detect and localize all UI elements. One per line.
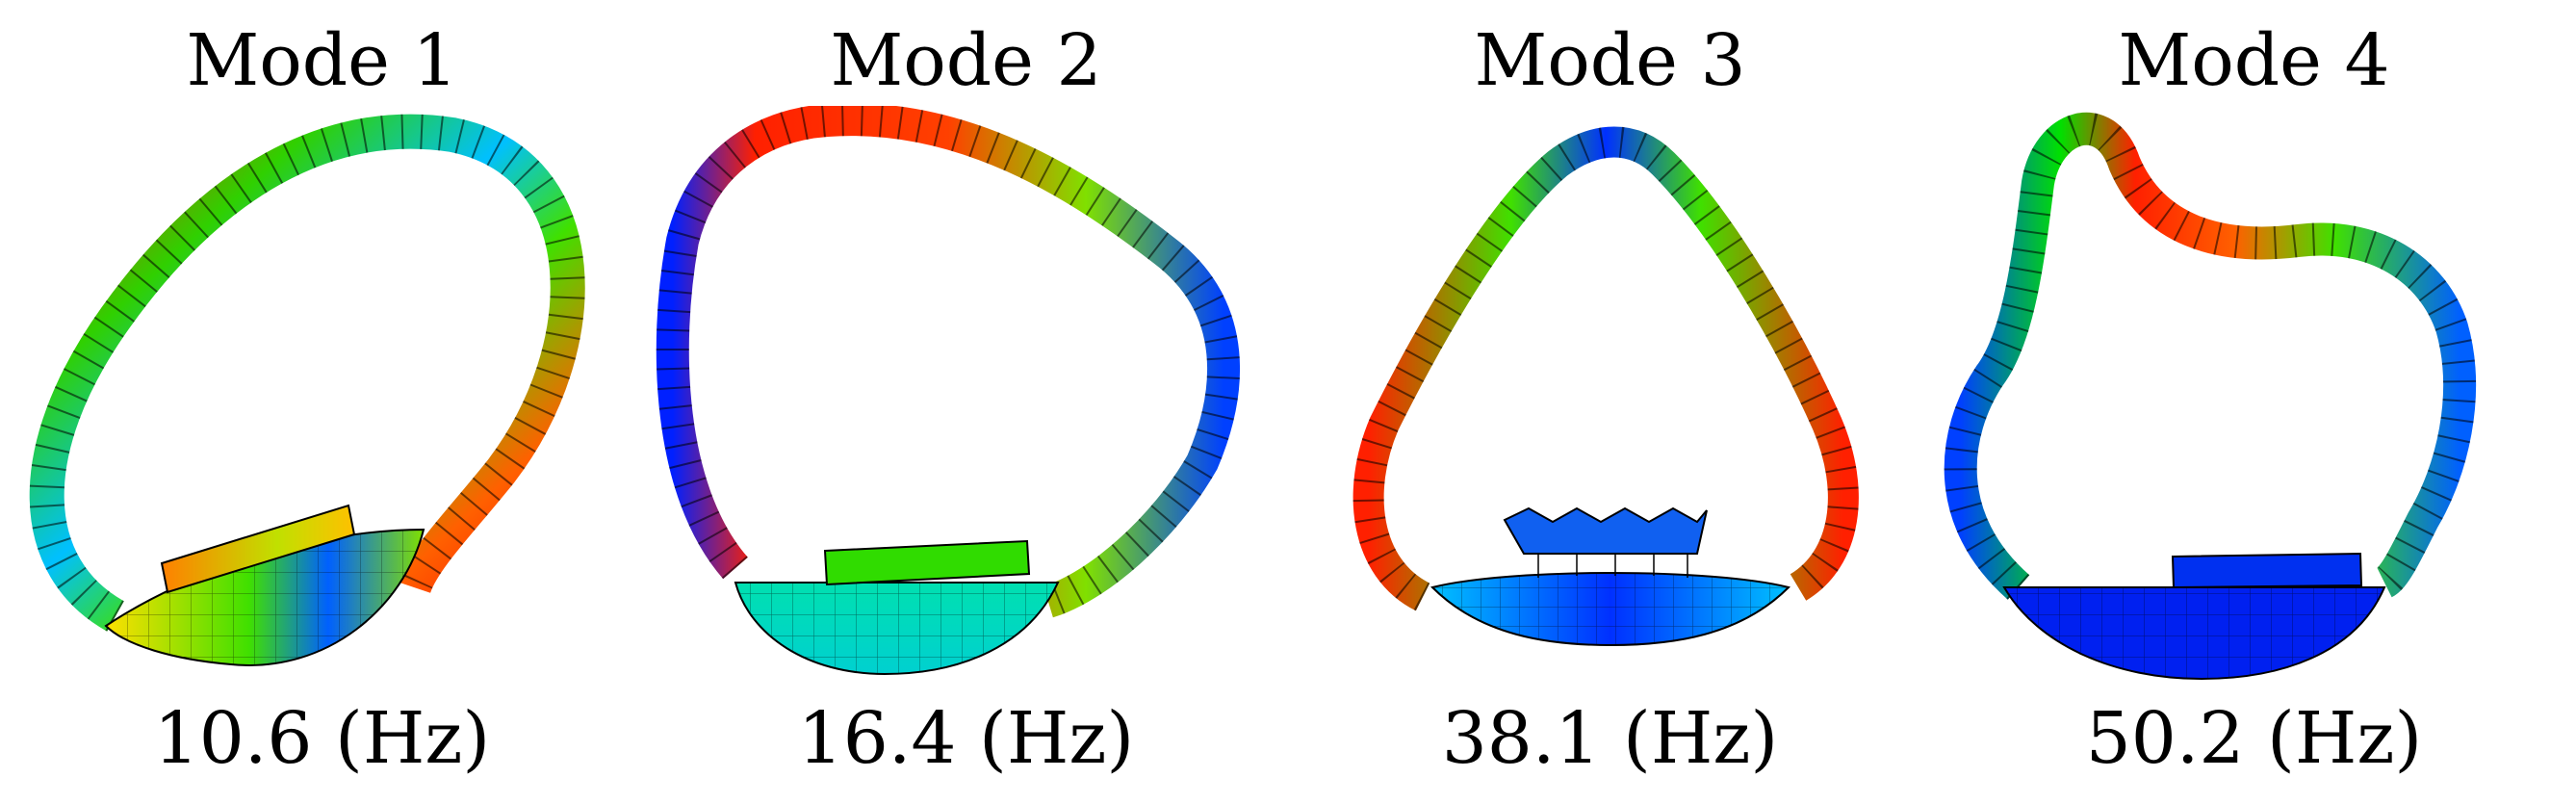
mode-4-shape	[1944, 112, 2477, 681]
mode-1-title: Mode 1	[186, 19, 458, 102]
mode-1-panel: Mode 1	[0, 0, 644, 804]
mode-4-support-mesh	[2004, 587, 2384, 679]
mode-2-shape	[656, 106, 1240, 676]
mode-2-frequency: 16.4 (Hz)	[797, 697, 1135, 780]
mode-1-ring	[29, 114, 585, 632]
mode-4-ring	[1944, 112, 2477, 600]
mode-3-support-mesh	[1432, 573, 1789, 645]
mode-2-block	[823, 539, 1031, 586]
mode-4-title: Mode 4	[2118, 19, 2390, 102]
mode-2-title: Mode 2	[830, 19, 1102, 102]
mode-4-block	[2171, 552, 2363, 589]
mode-3-springs	[1537, 554, 1688, 578]
mode-3-block	[1503, 506, 1708, 555]
mode-3-title: Mode 3	[1474, 19, 1746, 102]
mode-1-shape	[29, 114, 585, 666]
mode-3-shape	[1352, 126, 1859, 647]
mode-3-panel: Mode 3	[1288, 0, 1932, 804]
mode-4-panel: Mode 4 50.2 (Hz)	[1932, 0, 2576, 804]
mode-4-frequency: 50.2 (Hz)	[2085, 697, 2423, 780]
mode-1-frequency: 10.6 (Hz)	[153, 697, 491, 780]
mode-3-frequency: 38.1 (Hz)	[1441, 697, 1779, 780]
mode-2-ring	[656, 106, 1240, 618]
mode-2-panel: Mode 2	[644, 0, 1288, 804]
mode-2-support-mesh	[735, 583, 1058, 674]
mode-1-support-mesh	[106, 530, 424, 665]
mode-3-ring	[1352, 126, 1859, 611]
mode-1-block	[160, 504, 356, 594]
